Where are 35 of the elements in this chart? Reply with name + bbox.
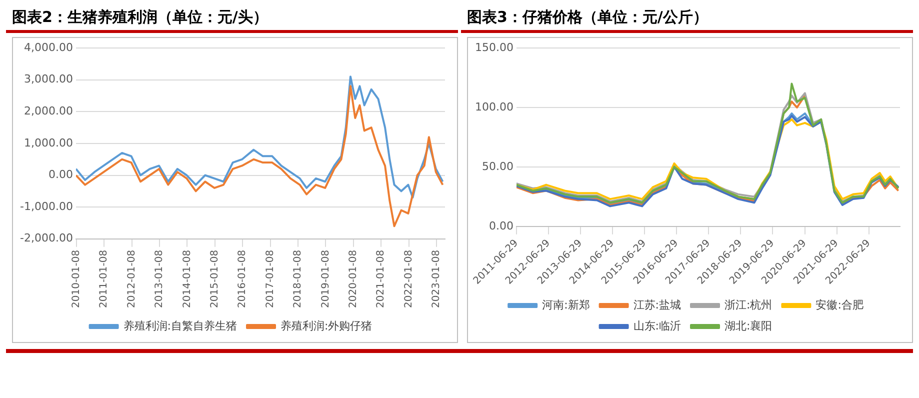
y-tick-label: -2,000.00 xyxy=(20,232,73,245)
x-tick-label: 2018-01-08 xyxy=(292,250,304,308)
y-tick-label: 0.00 xyxy=(488,219,514,232)
x-tick-label: 2020-01-08 xyxy=(348,250,359,308)
x-tick-label: 2019-01-08 xyxy=(320,250,332,308)
x-tick-label: 2023-01-08 xyxy=(431,250,442,308)
y-tick-label: 2,000.00 xyxy=(24,104,73,118)
x-tick-label: 2022-01-08 xyxy=(403,250,414,308)
x-tick-label: 2011-01-08 xyxy=(98,250,110,308)
x-tick-label: 2017-01-08 xyxy=(264,250,276,308)
y-tick-label: 0.00 xyxy=(48,168,73,182)
y-tick-label: 4,000.00 xyxy=(24,40,73,54)
chart-title: 图表3：仔猪价格（单位：元/公斤） xyxy=(466,7,709,28)
legend-label: 江苏:盐城 xyxy=(633,298,682,312)
legend-label: 湖北:襄阳 xyxy=(724,319,772,332)
x-tick-label: 2012-01-08 xyxy=(126,250,138,308)
legend-label: 安徽:合肥 xyxy=(816,298,864,312)
legend-label: 河南:新郑 xyxy=(542,298,590,312)
y-tick-label: 100.00 xyxy=(474,100,514,114)
legend-label: 养殖利润:外购仔猪 xyxy=(280,319,372,332)
x-tick-label: 2016-01-08 xyxy=(237,250,248,308)
x-tick-label: 2015-01-08 xyxy=(210,250,221,308)
x-tick-label: 2014-01-08 xyxy=(182,250,193,308)
legend-label: 浙江:杭州 xyxy=(724,298,772,312)
x-tick-label: 2013-01-08 xyxy=(154,250,166,308)
x-tick-label: 2010-01-08 xyxy=(71,250,82,308)
legend-label: 山东:临沂 xyxy=(633,319,682,332)
y-tick-label: 150.00 xyxy=(474,40,514,54)
y-tick-label: 3,000.00 xyxy=(24,72,73,86)
y-tick-label: 50.00 xyxy=(482,160,514,173)
x-tick-label: 2021-01-08 xyxy=(376,250,387,308)
y-tick-label: 1,000.00 xyxy=(24,136,73,150)
legend-label: 养殖利润:自繁自养生猪 xyxy=(123,319,238,332)
y-tick-label: -1,000.00 xyxy=(20,200,73,213)
chart-title: 图表2：生猪养殖利润（单位：元/头） xyxy=(11,7,269,28)
